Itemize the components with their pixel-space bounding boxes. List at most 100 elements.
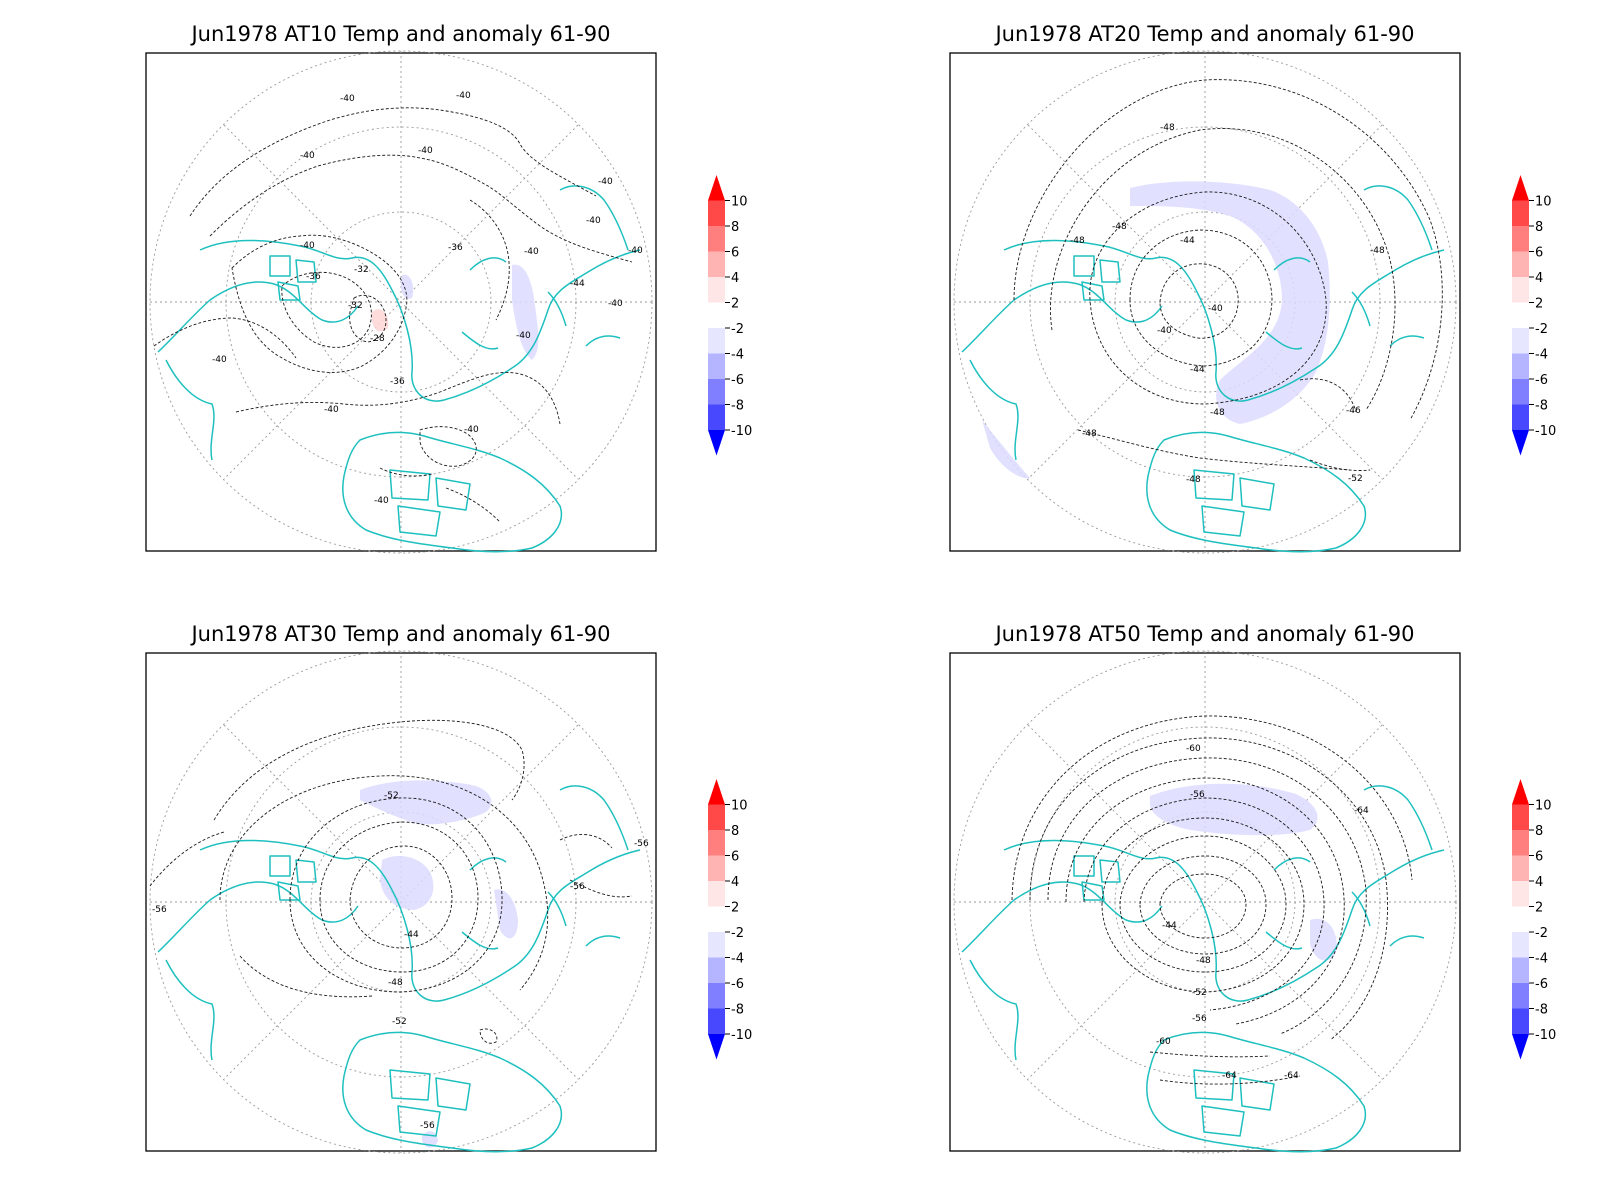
colorbar-label: -10 xyxy=(731,424,752,439)
colorbar-swatch xyxy=(708,379,725,405)
colorbar-label: -10 xyxy=(1535,1028,1556,1043)
contour-label: -56 xyxy=(570,882,585,892)
contour-label: -60 xyxy=(1156,1037,1171,1047)
contour-labels: -60 -56 -64 -44 -48 -52 -56 -60 -64 -64 xyxy=(1156,744,1369,1081)
colorbar-label: -8 xyxy=(731,1003,744,1018)
colorbar-swatch xyxy=(708,1008,725,1034)
colorbar-swatch xyxy=(708,251,725,277)
colorbar-label: 10 xyxy=(1535,799,1552,814)
contour-label: -56 xyxy=(634,839,649,849)
colorbar-label: 8 xyxy=(1535,220,1543,235)
contour-label: -36 xyxy=(306,272,321,282)
colorbar-label: 2 xyxy=(1535,901,1543,916)
colorbar-swatch xyxy=(1512,226,1529,252)
contour-label: -40 xyxy=(628,246,643,256)
colorbar-swatch xyxy=(1512,302,1529,328)
contour-label: -40 xyxy=(1208,304,1223,314)
colorbar-swatch xyxy=(708,881,725,907)
colorbar-swatch xyxy=(708,353,725,379)
colorbar-swatch xyxy=(708,855,725,881)
contour-label: -48 xyxy=(1196,956,1211,966)
colorbar-arrow-bottom xyxy=(1512,430,1529,456)
colorbar-swatch xyxy=(1512,404,1529,430)
panel-at50: Jun1978 AT50 Temp and anomaly 61-90 xyxy=(949,622,1461,1154)
colorbar-swatch xyxy=(708,277,725,303)
coastlines xyxy=(157,785,641,1153)
colorbar: 10 8 6 4 2 -2 -4 -6 -8 -10 xyxy=(708,779,752,1060)
colorbar-label: 6 xyxy=(731,850,739,865)
contour-label: -40 xyxy=(516,331,531,341)
colorbar-label: -2 xyxy=(1535,926,1548,941)
contour-label: -56 xyxy=(1192,1014,1207,1024)
contour-label: -46 xyxy=(1346,406,1361,416)
colorbar-swatch xyxy=(708,804,725,830)
colorbar-label: -4 xyxy=(1535,952,1548,967)
colorbar-arrow-top xyxy=(1512,175,1529,201)
contour-label: -48 xyxy=(1370,246,1385,256)
polar-grid xyxy=(149,50,653,554)
colorbar-swatch xyxy=(708,328,725,354)
anomaly-shading xyxy=(371,264,539,360)
contour-label: -56 xyxy=(152,905,167,915)
contour-label: -44 xyxy=(1162,921,1177,931)
contour-label: -40 xyxy=(374,496,389,506)
colorbars: 10 8 6 4 2 -2 -4 -6 -8 -10 10 8 6 4 2 -2 -4 -6 -8 -10 10 8 6 4 2… xyxy=(708,175,1556,1060)
contour-label: -44 xyxy=(570,279,585,289)
coastlines xyxy=(157,185,641,553)
temperature-contours xyxy=(153,107,633,523)
anomaly-shading xyxy=(982,181,1330,479)
contour-label: -56 xyxy=(1190,790,1205,800)
contour-label: -44 xyxy=(1180,236,1195,246)
colorbar-swatch xyxy=(1512,328,1529,354)
colorbar-swatch xyxy=(1512,804,1529,830)
colorbar-label: 8 xyxy=(1535,824,1543,839)
contour-label: -64 xyxy=(1354,806,1369,816)
contour-label: -52 xyxy=(1348,474,1363,484)
colorbar-swatch xyxy=(1512,379,1529,405)
temperature-contours xyxy=(1013,79,1443,471)
contour-label: -52 xyxy=(1192,988,1207,998)
colorbar-label: -2 xyxy=(731,926,744,941)
colorbar-label: 6 xyxy=(731,246,739,261)
colorbar-label: -8 xyxy=(731,399,744,414)
contour-label: -40 xyxy=(1157,326,1172,336)
colorbar-arrow-top xyxy=(708,175,725,201)
contour-label: -64 xyxy=(1222,1071,1237,1081)
contour-label: -32 xyxy=(348,301,363,311)
colorbar-swatch xyxy=(1512,1008,1529,1034)
colorbar-label: -10 xyxy=(731,1028,752,1043)
panel-at30: Jun1978 AT30 Temp and anomaly 61-90 xyxy=(145,622,657,1154)
colorbar-swatch xyxy=(708,302,725,328)
colorbar-label: -6 xyxy=(1535,373,1548,388)
contour-label: -48 xyxy=(1186,475,1201,485)
colorbar-label: 4 xyxy=(731,271,739,286)
panel-title: Jun1978 AT50 Temp and anomaly 61-90 xyxy=(993,622,1414,646)
contour-label: -52 xyxy=(384,791,399,801)
contour-label: -48 xyxy=(1112,222,1127,232)
contour-label: -36 xyxy=(448,243,463,253)
colorbar-label: 8 xyxy=(731,220,739,235)
anomaly-shading xyxy=(360,780,518,1148)
contour-label: -28 xyxy=(370,334,385,344)
contour-label: -40 xyxy=(586,216,601,226)
colorbar-label: -8 xyxy=(1535,399,1548,414)
colorbar-swatch xyxy=(708,957,725,983)
colorbar-label: -4 xyxy=(731,348,744,363)
contour-label: -48 xyxy=(1070,236,1085,246)
temperature-contours xyxy=(1011,715,1413,1085)
contour-label: -40 xyxy=(324,405,339,415)
colorbar-label: -6 xyxy=(731,977,744,992)
contour-label: -40 xyxy=(300,241,315,251)
contour-label: -48 xyxy=(1210,408,1225,418)
colorbar-label: -6 xyxy=(1535,977,1548,992)
colorbar-label: 2 xyxy=(1535,297,1543,312)
colorbar-label: 2 xyxy=(731,297,739,312)
colorbar-label: -2 xyxy=(1535,322,1548,337)
colorbar-swatch xyxy=(1512,932,1529,958)
colorbar-swatch xyxy=(1512,855,1529,881)
colorbar-swatch xyxy=(708,983,725,1009)
colorbar-swatch xyxy=(1512,881,1529,907)
colorbar-swatch xyxy=(1512,200,1529,226)
contour-labels: -40 -40 -40 -40 -40 -40 -36 -36 -32 -32 … xyxy=(212,91,643,506)
